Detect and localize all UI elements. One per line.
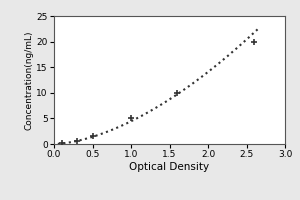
X-axis label: Optical Density: Optical Density	[129, 162, 210, 172]
Y-axis label: Concentration(ng/mL): Concentration(ng/mL)	[25, 30, 34, 130]
